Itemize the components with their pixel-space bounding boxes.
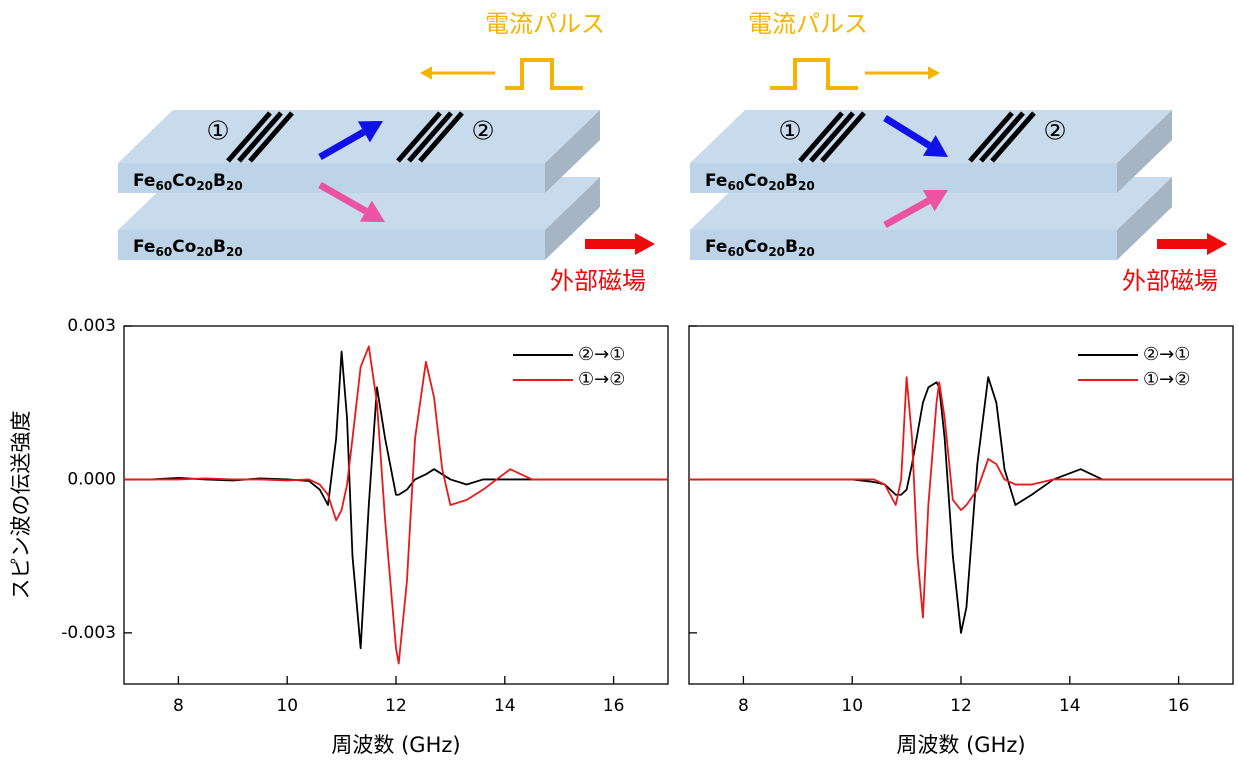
arrow-head (635, 233, 655, 255)
arrow-head (420, 66, 432, 79)
subscript: 20 (226, 179, 243, 193)
field-label: 外部磁場 (1122, 267, 1218, 295)
arrow-head (1207, 233, 1227, 255)
x-tick-label: 10 (841, 696, 863, 716)
y-tick-label: 0.003 (67, 316, 116, 336)
element: B (213, 171, 226, 191)
subscript: 60 (155, 179, 172, 193)
subscript: 20 (768, 245, 785, 259)
subscript: 60 (155, 245, 172, 259)
x-tick-label: 16 (1168, 696, 1190, 716)
x-tick-label: 8 (738, 696, 749, 716)
x-tick-label: 14 (494, 696, 516, 716)
pulse-label: 電流パルス (748, 10, 868, 38)
port-label: ① (778, 117, 801, 147)
element: Co (172, 237, 196, 257)
subscript: 20 (768, 179, 785, 193)
data-line (124, 352, 668, 649)
element: Fe (133, 237, 155, 257)
chart: 8 10 12 14 16 周波数 (GHz) ②→① ①→② (689, 326, 1233, 757)
data-line (124, 346, 668, 663)
pulse-shape (770, 60, 858, 88)
pulse-shape (505, 60, 583, 88)
chart: 8 10 12 14 16 0.003 0.000 -0.003 周波数 (GHz) スピン波の伝… (9, 316, 668, 757)
element: Co (744, 171, 768, 191)
legend-label: ②→① (1143, 344, 1190, 365)
x-tick-label: 12 (385, 696, 407, 716)
y-tick-label: -0.003 (61, 623, 116, 643)
port-label: ② (1043, 117, 1066, 147)
pulse-label: 電流パルス (485, 10, 605, 38)
subscript: 20 (196, 179, 213, 193)
legend-label: ①→② (1143, 369, 1190, 390)
element: B (213, 237, 226, 257)
element: Co (744, 237, 768, 257)
arrow-head (928, 66, 940, 79)
port-label: ② (471, 117, 494, 147)
x-axis-label: 周波数 (GHz) (896, 733, 1025, 757)
subscript: 60 (727, 245, 744, 259)
x-tick-label: 14 (1059, 696, 1081, 716)
element: Fe (705, 237, 727, 257)
element: B (785, 237, 798, 257)
x-tick-label: 16 (603, 696, 625, 716)
data-line (689, 377, 1233, 633)
port-label: ① (206, 117, 229, 147)
element: Fe (705, 171, 727, 191)
subscript: 60 (727, 179, 744, 193)
data-line (689, 377, 1233, 617)
subscript: 20 (226, 245, 243, 259)
legend-label: ①→② (578, 369, 625, 390)
field-label: 外部磁場 (550, 267, 646, 295)
x-tick-label: 12 (950, 696, 972, 716)
y-tick-label: 0.000 (67, 469, 116, 489)
x-tick-label: 10 (276, 696, 298, 716)
x-axis-label: 周波数 (GHz) (331, 733, 460, 757)
legend-label: ②→① (578, 344, 625, 365)
element: B (785, 171, 798, 191)
y-axis-label: スピン波の伝送強度 (9, 411, 33, 600)
element: Co (172, 171, 196, 191)
subscript: 20 (196, 245, 213, 259)
figure: ①②Fe60Co20B20Fe60Co20B20電流パルス外部磁場①②Fe60C… (0, 0, 1238, 767)
subscript: 20 (798, 245, 815, 259)
subscript: 20 (798, 179, 815, 193)
element: Fe (133, 171, 155, 191)
x-tick-label: 8 (173, 696, 184, 716)
